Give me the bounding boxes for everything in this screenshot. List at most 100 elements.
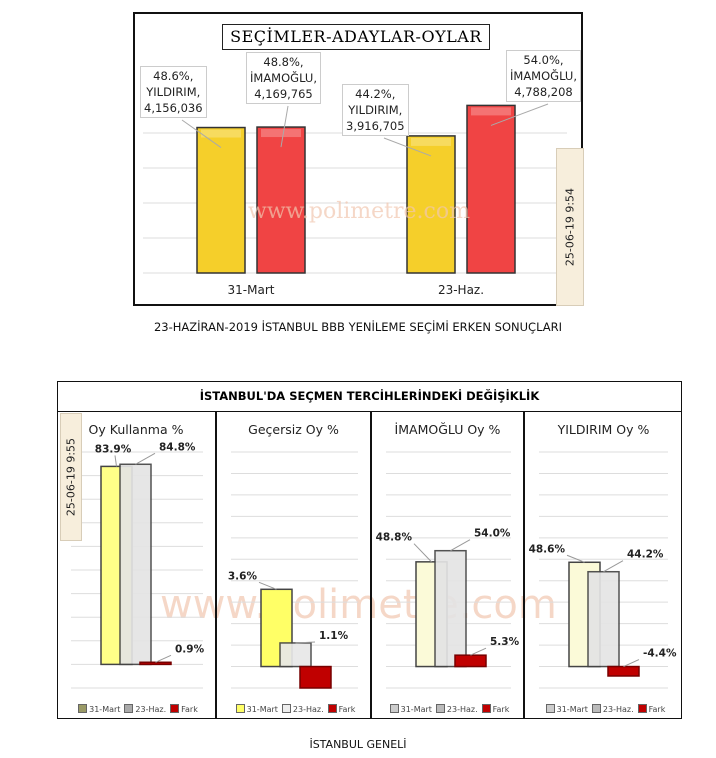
leader-line xyxy=(603,560,624,573)
bar-fark xyxy=(607,665,640,677)
data-label: 44.2% xyxy=(627,549,664,561)
leader-line xyxy=(114,455,117,467)
panel-title: Oy Kullanma % xyxy=(88,422,184,437)
data-label-line: YILDIRIM, xyxy=(348,103,403,117)
data-label: 48.8% xyxy=(376,532,413,544)
timestamp-box: 25-06-19 9:55 xyxy=(60,413,82,541)
data-label-line: 4,156,036 xyxy=(144,101,203,115)
data-label: 84.8% xyxy=(159,441,196,453)
leader-line xyxy=(623,659,640,668)
data-label-line: YILDIRIM, xyxy=(146,85,201,99)
category-label: 31-Mart xyxy=(228,283,275,297)
panel-4: YILDIRIM Oy % 48.6% 44.2% -4.4% 31-Mart 23-Ha… xyxy=(525,412,682,719)
bar-23haz xyxy=(279,642,312,668)
timestamp-box: 25-06-19 9:54 xyxy=(556,148,584,306)
panel-plot: 48.8% 54.0% 5.3% xyxy=(376,451,520,689)
timestamp: 25-06-19 9:54 xyxy=(563,187,577,267)
legend-label: Fark xyxy=(648,705,666,714)
legend: 31-Mart 23-Haz. Fark xyxy=(57,704,215,714)
data-label: 54.0% xyxy=(474,528,511,540)
top-chart-plot: 31-Mart 23-Haz. xyxy=(143,103,567,297)
top-caption: 23-HAZİRAN-2019 İSTANBUL BBB YENİLEME SE… xyxy=(153,320,563,334)
bar-yildirim-0 xyxy=(196,126,246,274)
bar-highlight xyxy=(411,137,451,146)
bar-highlight xyxy=(261,129,301,138)
leader-line xyxy=(181,119,222,148)
timestamp: 25-06-19 9:55 xyxy=(64,437,78,517)
legend-swatch xyxy=(591,704,601,713)
legend: 31-Mart 23-Haz. Fark xyxy=(372,704,523,714)
bar-i̇mamoğlu-1 xyxy=(466,104,516,274)
panel-plot: 3.6% 1.1% xyxy=(228,451,358,689)
panel-plot: 83.9% 84.8% 0.9% xyxy=(71,441,205,689)
panel-1: Oy Kullanma % 83.9% 84.8% 0.9% 31-Mart 23-Haz… xyxy=(57,412,217,719)
panel-plot: 48.6% 44.2% -4.4% xyxy=(529,451,677,689)
legend: 31-Mart 23-Haz. Fark xyxy=(217,704,370,714)
data-label: 5.3% xyxy=(490,636,520,648)
leader-line xyxy=(280,105,289,148)
legend-label: 31-Mart xyxy=(400,705,432,714)
legend: 31-Mart 23-Haz. Fark xyxy=(525,704,682,714)
bar-i̇mamoğlu-0 xyxy=(256,126,306,274)
data-label: 48.6% xyxy=(529,543,566,555)
bottom-chart-box xyxy=(57,381,682,719)
data-label-line: 44.2%, xyxy=(355,87,396,101)
legend-label: Fark xyxy=(338,705,356,714)
leader-line xyxy=(566,554,585,563)
legend-label: 31-Mart xyxy=(246,705,278,714)
data-label-line: 48.8%, xyxy=(263,55,304,69)
bar-highlight xyxy=(471,107,511,116)
legend-label: 23-Haz. xyxy=(135,705,167,714)
leader-line xyxy=(258,581,277,590)
legend-swatch xyxy=(170,704,180,713)
data-label-line: 54.0%, xyxy=(523,53,564,67)
data-label-line: 4,169,765 xyxy=(254,87,313,101)
legend-swatch xyxy=(281,704,291,713)
data-label-line: İMAMOĞLU, xyxy=(510,69,577,83)
chart-title: SEÇİMLER-ADAYLAR-OYLAR xyxy=(222,24,490,50)
data-label: 83.9% xyxy=(95,443,132,455)
panel-title: İMAMOĞLU Oy % xyxy=(394,422,501,437)
bar-23haz xyxy=(434,549,467,668)
legend-label: 31-Mart xyxy=(89,705,121,714)
leader-line xyxy=(383,137,432,157)
legend-swatch xyxy=(235,704,245,713)
data-label: 3.6% xyxy=(228,570,258,582)
leader-line xyxy=(470,647,487,656)
watermark: www.polimetre.com xyxy=(248,199,470,224)
leader-line xyxy=(413,543,432,563)
leader-line xyxy=(135,452,156,465)
legend-swatch xyxy=(389,704,399,713)
bar-23haz xyxy=(119,463,152,666)
data-label: -4.4% xyxy=(643,648,677,660)
panel-title: Geçersiz Oy % xyxy=(248,422,339,437)
panel-2: Geçersiz Oy % 3.6% 1.1% 31-Mart 23-Haz. Fark xyxy=(217,412,372,719)
data-label-line: 3,916,705 xyxy=(346,119,405,133)
data-label-line: 48.6%, xyxy=(153,69,194,83)
leader-line xyxy=(155,654,172,663)
panel-3: İMAMOĞLU Oy % 48.8% 54.0% 5.3% 31-Mart 23-Haz… xyxy=(372,412,525,719)
legend-label: 23-Haz. xyxy=(292,705,324,714)
data-label: 54.0%, İMAMOĞLU, 4,788,208 xyxy=(506,50,581,102)
legend-label: Fark xyxy=(181,705,198,714)
legend-label: 23-Haz. xyxy=(602,705,634,714)
bar-fark xyxy=(139,661,172,666)
legend-label: Fark xyxy=(492,705,510,714)
bar-23haz xyxy=(587,570,620,668)
legend-swatch xyxy=(124,704,134,713)
legend-swatch xyxy=(481,704,491,713)
bar-fark xyxy=(299,665,332,689)
category-label: 23-Haz. xyxy=(438,283,484,297)
bottom-title: İSTANBUL'DA SEÇMEN TERCİHLERİNDEKİ DEĞİŞ… xyxy=(57,381,682,412)
legend-label: 31-Mart xyxy=(556,705,588,714)
legend-swatch xyxy=(78,704,88,713)
bar-fark xyxy=(454,654,487,668)
legend-swatch xyxy=(327,704,337,713)
legend-swatch xyxy=(637,704,647,713)
legend-swatch xyxy=(545,704,555,713)
legend-swatch xyxy=(435,704,445,713)
legend-label: 23-Haz. xyxy=(446,705,478,714)
data-label-line: 4,788,208 xyxy=(514,85,573,99)
leader-line xyxy=(450,539,471,552)
data-label: 48.8%, İMAMOĞLU, 4,169,765 xyxy=(246,52,321,104)
